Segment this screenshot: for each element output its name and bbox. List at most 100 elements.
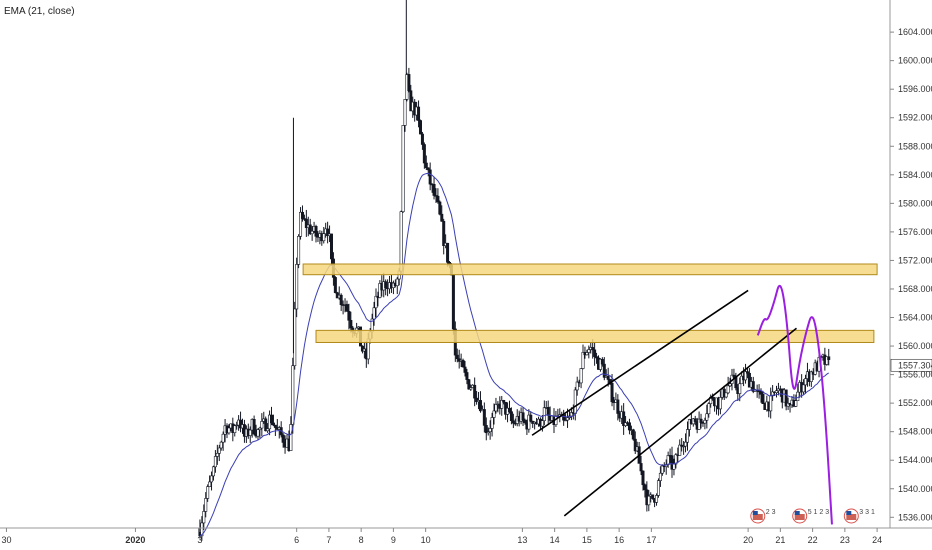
candle-body (639, 463, 643, 472)
channel-upper-line (531, 289, 749, 436)
time-tick-label: 6 (294, 535, 299, 545)
price-tick-label: 1596.000 (898, 84, 932, 94)
price-axis[interactable]: 1536.000 1540.000 1544.000 1548.000 1552.000… (890, 27, 932, 522)
flag-stripes (794, 514, 805, 520)
flag-canton (794, 511, 800, 515)
candle-body (206, 486, 210, 499)
candle-body (440, 213, 444, 222)
candle-body (310, 230, 314, 235)
time-tick-label: 23 (840, 535, 850, 545)
price-tick-label: 1540.000 (898, 484, 932, 494)
candle-body (631, 429, 635, 440)
candle-body (624, 422, 628, 426)
candle-body (227, 427, 231, 434)
candle-body (732, 374, 736, 378)
candle-body (682, 445, 686, 448)
candle-body (622, 411, 626, 426)
candle-body (401, 125, 405, 212)
candle-body (208, 481, 212, 487)
candle-body (585, 352, 589, 356)
candle-body (273, 424, 277, 428)
candle-body (511, 420, 515, 424)
candle-body (426, 167, 430, 171)
candle-body (747, 372, 751, 388)
indicator-legend[interactable]: EMA (21, close) (4, 6, 75, 17)
candle-body (482, 409, 486, 426)
candle-body (442, 220, 446, 246)
candle-body (422, 144, 426, 164)
candle-body (417, 106, 421, 121)
price-label-box (890, 358, 932, 372)
candle-body (204, 498, 208, 512)
candle-body (289, 424, 293, 451)
candle-body (409, 90, 413, 112)
flag-stripes (752, 514, 763, 520)
candle-body (587, 349, 591, 353)
forecast-path[interactable] (756, 284, 833, 525)
candle-body (465, 372, 469, 380)
time-tick-label: 2020 (125, 535, 145, 545)
candle-body (774, 390, 778, 393)
candle-body (658, 472, 662, 481)
candle-body (299, 211, 303, 237)
candle-body (494, 404, 498, 412)
candle-body (281, 434, 285, 443)
time-tick-label: 14 (550, 535, 560, 545)
support-resistance-zones[interactable] (302, 263, 878, 343)
candle-body (484, 425, 488, 434)
candle-body (492, 410, 496, 418)
candle-body (602, 363, 606, 378)
candle-body (744, 371, 748, 381)
price-tick-label: 1588.000 (898, 141, 932, 151)
candle-body (295, 264, 299, 310)
time-tick-label: 21 (775, 535, 785, 545)
candle-body (233, 425, 237, 433)
candle-body (339, 294, 343, 306)
candle-body (804, 378, 808, 386)
candle-body (523, 419, 527, 424)
trend-channel[interactable] (531, 289, 797, 517)
candle-body (248, 429, 252, 436)
price-tick-label: 1556.000 (898, 370, 932, 380)
current-price-label: 1557.304 (890, 358, 932, 372)
channel-lower-line (563, 327, 797, 517)
candle-body (326, 228, 330, 237)
candle-body (761, 394, 765, 404)
candle-body (591, 347, 595, 351)
candle-body (666, 455, 670, 465)
candle-body (473, 384, 477, 399)
candle-body (486, 431, 490, 434)
price-label-text: 1557.304 (898, 360, 932, 370)
candle-body (432, 183, 436, 196)
candle-body (314, 226, 318, 237)
candle-body (564, 419, 568, 422)
candle-body (475, 397, 479, 403)
candle-body (436, 195, 440, 203)
candle-body (655, 495, 659, 503)
candle-body (718, 397, 722, 410)
candle-body (407, 74, 411, 92)
price-tick-label: 1584.000 (898, 170, 932, 180)
candle-body (322, 233, 326, 242)
candle-body (680, 444, 684, 447)
candle-body (699, 418, 703, 423)
price-tick-label: 1600.000 (898, 56, 932, 66)
candle-body (697, 418, 701, 430)
price-tick-label: 1572.000 (898, 255, 932, 265)
candle-body (600, 358, 604, 365)
candle-body (202, 511, 206, 524)
time-axis[interactable]: 30 2020 3 6 7 8 9 10 13 14 15 16 17 20 21 22 23 24 (1, 528, 882, 545)
price-tick-label: 1560.000 (898, 341, 932, 351)
candle-body (455, 354, 459, 360)
candle-body (488, 428, 492, 432)
event-marker-label: 3 3 1 (859, 509, 875, 516)
candle-body (349, 320, 353, 329)
candle-body (546, 407, 550, 416)
time-tick-label: 15 (582, 535, 592, 545)
price-tick-label: 1576.000 (898, 227, 932, 237)
candle-body (509, 411, 513, 422)
candle-body (329, 233, 333, 260)
candle-body (235, 424, 239, 427)
candle-body (684, 441, 688, 447)
